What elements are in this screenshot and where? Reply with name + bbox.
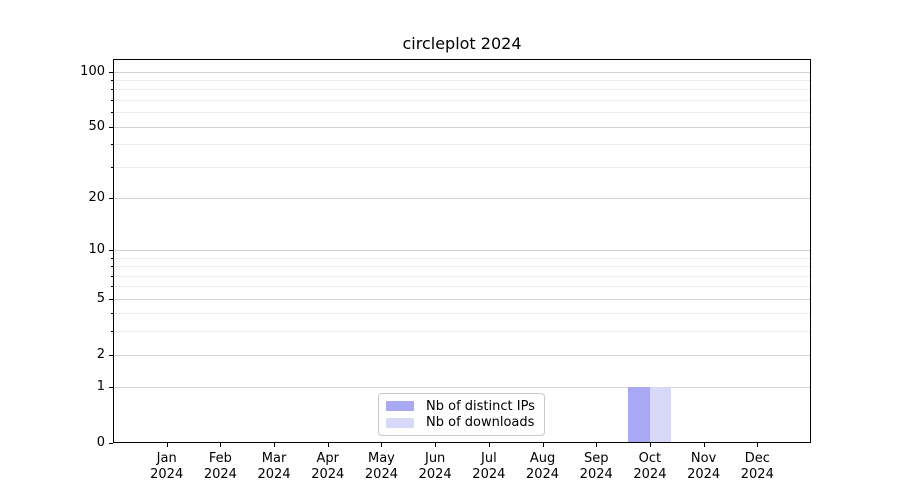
gridline-minor bbox=[114, 144, 810, 146]
x-tick-label: Dec 2024 bbox=[740, 451, 774, 482]
x-tick bbox=[166, 443, 168, 447]
gridline-major bbox=[114, 126, 810, 128]
x-tick bbox=[435, 443, 437, 447]
y-tick-label: 10 bbox=[88, 241, 105, 257]
x-tick-label: Jul 2024 bbox=[472, 451, 506, 482]
x-tick-label: Jan 2024 bbox=[150, 451, 184, 482]
x-tick bbox=[327, 443, 329, 447]
x-tick-label: Sep 2024 bbox=[579, 451, 613, 482]
gridline-minor bbox=[114, 257, 810, 259]
gridline-minor bbox=[114, 286, 810, 288]
gridline-minor bbox=[114, 266, 810, 268]
y-tick-label: 50 bbox=[88, 118, 105, 134]
gridline-major bbox=[114, 354, 810, 356]
y-tick-label: 2 bbox=[96, 346, 105, 362]
y-tick-label: 1 bbox=[96, 379, 105, 395]
legend-label: Nb of distinct IPs bbox=[426, 398, 535, 414]
legend: Nb of distinct IPs Nb of downloads bbox=[378, 393, 545, 436]
gridline-minor bbox=[114, 313, 810, 315]
x-tick-label: Aug 2024 bbox=[525, 451, 560, 482]
gridline-minor bbox=[114, 89, 810, 91]
gridline-major bbox=[114, 387, 810, 389]
chart-title: circleplot 2024 bbox=[402, 34, 522, 53]
x-tick bbox=[596, 443, 598, 447]
y-tick-label: 100 bbox=[80, 63, 105, 79]
y-tick-label: 0 bbox=[96, 435, 105, 450]
plot-area bbox=[113, 59, 811, 443]
x-tick-label: Mar 2024 bbox=[257, 451, 291, 482]
y-tick-label: 5 bbox=[96, 290, 105, 306]
gridline-major bbox=[114, 71, 810, 73]
x-tick bbox=[542, 443, 544, 447]
legend-swatch-downloads bbox=[386, 417, 414, 428]
legend-item: Nb of distinct IPs bbox=[386, 398, 540, 414]
x-tick-label: Apr 2024 bbox=[311, 451, 345, 482]
legend-item: Nb of downloads bbox=[386, 415, 540, 431]
x-tick bbox=[488, 443, 490, 447]
bar-nb-of-distinct-ips-oct bbox=[628, 387, 650, 442]
gridline-major bbox=[114, 298, 810, 300]
x-tick bbox=[274, 443, 276, 447]
y-tick bbox=[109, 443, 113, 444]
gridline-minor bbox=[114, 112, 810, 114]
x-tick-label: Oct 2024 bbox=[633, 451, 667, 482]
gridline-minor bbox=[114, 275, 810, 277]
gridline-minor bbox=[114, 99, 810, 101]
x-tick bbox=[757, 443, 759, 447]
x-tick bbox=[649, 443, 651, 447]
x-tick bbox=[381, 443, 383, 447]
x-tick-label: Nov 2024 bbox=[687, 451, 721, 482]
gridline-minor bbox=[114, 166, 810, 168]
x-tick bbox=[703, 443, 705, 447]
x-tick-label: Feb 2024 bbox=[203, 451, 237, 482]
gridline-minor bbox=[114, 79, 810, 81]
gridline-minor bbox=[114, 331, 810, 333]
x-tick-label: Jun 2024 bbox=[418, 451, 452, 482]
y-tick-label: 20 bbox=[88, 189, 105, 205]
gridline-major bbox=[114, 197, 810, 199]
bar-nb-of-downloads-oct bbox=[649, 387, 672, 442]
gridline-major bbox=[114, 249, 810, 251]
legend-label: Nb of downloads bbox=[426, 415, 535, 431]
x-tick bbox=[220, 443, 222, 447]
x-tick-label: May 2024 bbox=[364, 451, 398, 482]
legend-swatch-distinct-ips bbox=[386, 401, 414, 412]
